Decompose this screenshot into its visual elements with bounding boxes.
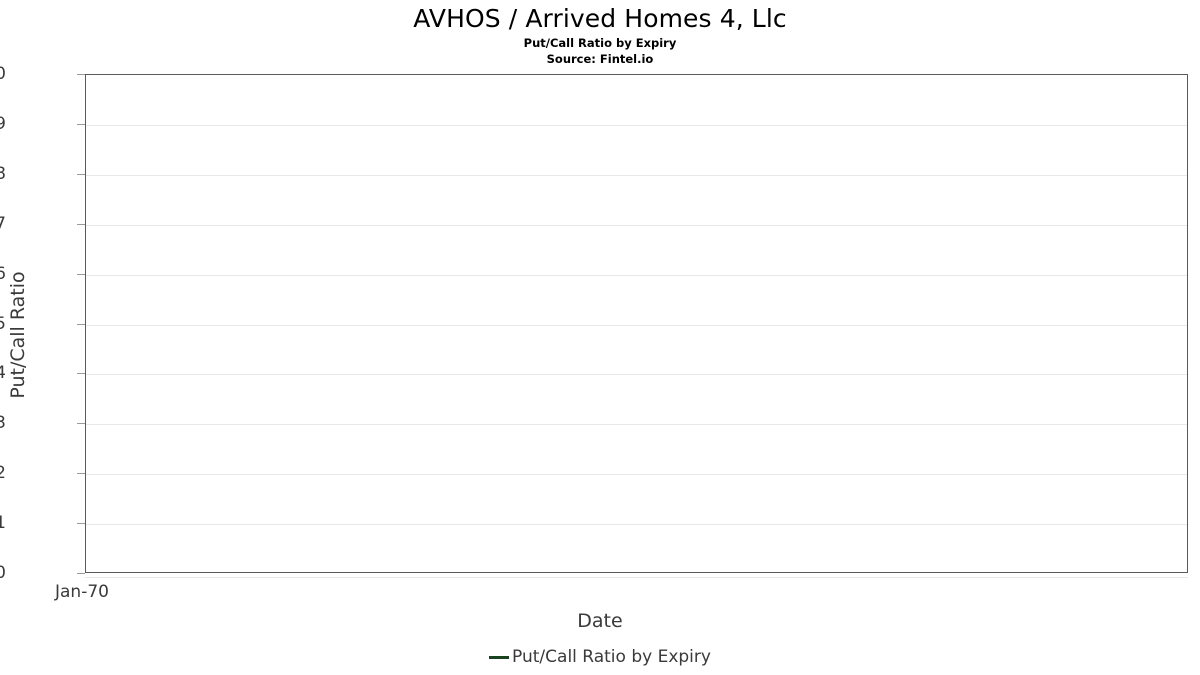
gridline (86, 324, 1187, 326)
x-axis-baseline (85, 577, 1188, 578)
chart-title: AVHOS / Arrived Homes 4, Llc (413, 4, 787, 33)
x-axis-tick-label: Jan-70 (55, 582, 109, 602)
x-axis-title: Date (577, 610, 623, 632)
legend-label: Put/Call Ratio by Expiry (512, 647, 711, 667)
gridline (86, 524, 1187, 526)
y-axis-tick-mark (77, 373, 85, 375)
legend-item[interactable]: Put/Call Ratio by Expiry (489, 647, 711, 667)
gridline (86, 174, 1187, 176)
gridline (86, 224, 1187, 226)
y-axis-tick-label: 0.4 (0, 363, 6, 384)
chart-source-label: Source: Fintel.io (546, 52, 654, 66)
y-axis-tick-mark (77, 123, 85, 125)
series-layer (86, 75, 1187, 572)
y-axis-tick-mark (77, 573, 85, 574)
y-axis-tick-label: 0.1 (0, 513, 6, 534)
y-axis-tick-label: 0.6 (0, 263, 6, 284)
gridline (86, 374, 1187, 376)
y-axis-tick-label: 0.7 (0, 213, 6, 234)
chart-subtitle: Put/Call Ratio by Expiry (523, 36, 677, 50)
y-axis-tick-mark (77, 273, 85, 275)
y-axis-tick-label: 0.8 (0, 163, 6, 184)
y-axis-tick-mark (77, 74, 85, 75)
y-axis-tick-label: 0.5 (0, 313, 6, 334)
y-axis-tick-label: 0.2 (0, 463, 6, 484)
legend-line-icon (489, 655, 510, 659)
y-axis-tick-mark (77, 473, 85, 475)
y-axis-tick-label: 0.3 (0, 413, 6, 434)
y-axis-tick-mark (77, 523, 85, 525)
gridline (86, 274, 1187, 276)
gridline (86, 124, 1187, 126)
y-axis-tick-mark (77, 223, 85, 225)
chart-legend: Put/Call Ratio by Expiry (0, 647, 1200, 667)
y-axis-tick-mark (77, 323, 85, 325)
y-axis-tick-mark (77, 173, 85, 175)
y-axis-tick-label: 1.0 (0, 64, 6, 84)
y-axis-title: Put/Call Ratio (7, 271, 29, 399)
y-axis-tick-mark (77, 423, 85, 425)
gridline (86, 424, 1187, 426)
y-axis-tick-label: 0.0 (0, 563, 6, 583)
plot-area (85, 74, 1188, 573)
y-axis-tick-label: 0.9 (0, 113, 6, 134)
gridline (86, 474, 1187, 476)
